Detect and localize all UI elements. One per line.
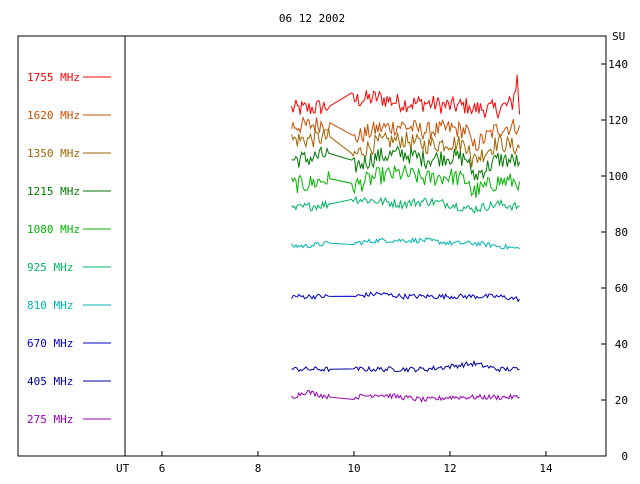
y-tick-label: 40 [615, 338, 628, 351]
series-line [291, 74, 521, 120]
y-tick-label: 60 [615, 282, 628, 295]
legend-label: 1215 MHz [27, 185, 80, 198]
series-line [291, 237, 520, 250]
series-line [291, 390, 520, 403]
x-axis-label: UT [116, 462, 130, 475]
y-axis-ticks: 0 20 40 60 80 100 120 140 [601, 58, 628, 463]
plot-frame [17, 35, 607, 457]
x-tick-label: 6 [159, 462, 166, 475]
legend-label: 925 MHz [27, 261, 73, 274]
y-tick-label: 0 [621, 450, 628, 463]
y-tick-label: 80 [615, 226, 628, 239]
y-tick-label: 120 [608, 114, 628, 127]
legend-label: 275 MHz [27, 413, 73, 426]
x-tick-label: 12 [443, 462, 456, 475]
legend-label: 1620 MHz [27, 109, 80, 122]
legend: 1755 MHz 1620 MHz 1350 MHz 1215 MHz 1080 MHz… [27, 71, 111, 426]
series-group [291, 74, 521, 403]
series-line [291, 117, 521, 151]
x-axis-ticks: 6 8 10 12 14 [159, 451, 553, 475]
y-axis-label: SU [612, 30, 625, 43]
legend-label: 405 MHz [27, 375, 73, 388]
x-tick-label: 8 [255, 462, 262, 475]
series-line [291, 145, 521, 181]
legend-label: 670 MHz [27, 337, 73, 350]
legend-label: 1350 MHz [27, 147, 80, 160]
y-tick-label: 100 [608, 170, 628, 183]
series-line [291, 128, 521, 168]
x-tick-label: 10 [347, 462, 360, 475]
legend-label: 1080 MHz [27, 223, 80, 236]
y-tick-label: 140 [608, 58, 628, 71]
chart-title: 06 12 2002 [279, 12, 345, 25]
series-line [291, 360, 520, 373]
legend-label: 1755 MHz [27, 71, 80, 84]
series-line [291, 291, 521, 303]
x-tick-label: 14 [539, 462, 553, 475]
series-line [291, 195, 520, 214]
legend-label: 810 MHz [27, 299, 73, 312]
series-line [291, 163, 521, 198]
y-tick-label: 20 [615, 394, 628, 407]
